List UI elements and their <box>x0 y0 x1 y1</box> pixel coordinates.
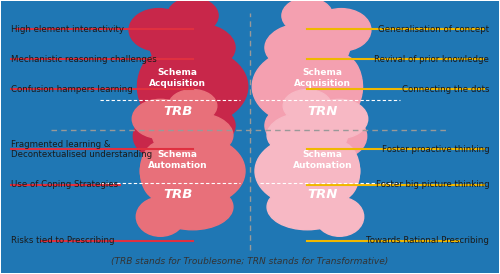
Ellipse shape <box>282 0 333 33</box>
Text: Schema
Automation: Schema Automation <box>148 150 208 170</box>
Bar <box>250 1 500 273</box>
Ellipse shape <box>140 135 245 207</box>
Text: High element interactivity: High element interactivity <box>10 25 124 34</box>
Bar <box>250 1 500 273</box>
Bar <box>0 1 250 273</box>
Ellipse shape <box>316 115 366 158</box>
Ellipse shape <box>267 184 347 230</box>
Text: Confusion hampers learning: Confusion hampers learning <box>10 85 132 94</box>
Ellipse shape <box>255 135 360 207</box>
Bar <box>0 1 250 273</box>
Ellipse shape <box>129 8 188 51</box>
Bar <box>250 1 500 273</box>
Ellipse shape <box>252 48 362 125</box>
Bar <box>250 1 500 273</box>
Ellipse shape <box>132 99 188 138</box>
Ellipse shape <box>265 101 349 150</box>
Text: Towards Rational Prescribing: Towards Rational Prescribing <box>366 236 490 245</box>
Ellipse shape <box>134 115 184 158</box>
Ellipse shape <box>138 48 248 125</box>
Text: (TRB stands for Troublesome; TRN stands for Transformative): (TRB stands for Troublesome; TRN stands … <box>112 258 388 267</box>
Text: Generalisation of concept: Generalisation of concept <box>378 25 490 34</box>
Ellipse shape <box>136 197 184 236</box>
Ellipse shape <box>320 55 362 118</box>
Ellipse shape <box>150 23 235 72</box>
Text: TRN: TRN <box>307 105 338 118</box>
Ellipse shape <box>168 90 217 122</box>
Text: TRN: TRN <box>307 188 338 201</box>
Bar <box>250 1 500 273</box>
Bar <box>0 1 250 273</box>
Bar <box>250 1 500 273</box>
Ellipse shape <box>152 112 233 158</box>
Bar <box>0 1 250 273</box>
Text: Revival of prior knowledge: Revival of prior knowledge <box>374 55 490 64</box>
Bar <box>0 1 250 273</box>
Ellipse shape <box>167 0 218 33</box>
Bar <box>0 1 250 273</box>
Bar <box>250 1 500 273</box>
Bar <box>250 1 500 273</box>
Bar <box>0 1 250 273</box>
Bar <box>0 1 250 273</box>
Ellipse shape <box>312 99 368 138</box>
Bar <box>250 1 500 273</box>
Text: Foster proactive thinking: Foster proactive thinking <box>382 145 490 154</box>
Ellipse shape <box>320 142 360 200</box>
Text: Mechanistic reasoning challenges: Mechanistic reasoning challenges <box>10 55 156 64</box>
Text: Risks tied to Prescribing: Risks tied to Prescribing <box>10 236 114 245</box>
Text: Fragmented learning &
Decontextualised understanding: Fragmented learning & Decontextualised u… <box>10 139 152 159</box>
Ellipse shape <box>152 184 233 230</box>
Ellipse shape <box>140 142 180 200</box>
Bar <box>250 1 500 273</box>
Text: Foster big picture thinking: Foster big picture thinking <box>376 180 490 189</box>
Text: Schema
Acquisition: Schema Acquisition <box>294 68 351 89</box>
Text: Schema
Acquisition: Schema Acquisition <box>149 68 206 89</box>
Bar <box>250 1 500 273</box>
Ellipse shape <box>265 23 349 72</box>
Ellipse shape <box>316 197 364 236</box>
Ellipse shape <box>150 101 235 150</box>
Bar <box>250 1 500 273</box>
Bar <box>0 1 250 273</box>
Bar <box>250 1 500 273</box>
Bar <box>0 1 250 273</box>
Ellipse shape <box>267 112 347 158</box>
Text: TRB: TRB <box>163 188 192 201</box>
Bar <box>250 1 500 273</box>
Ellipse shape <box>138 55 180 118</box>
Ellipse shape <box>283 90 332 122</box>
Bar <box>0 1 250 273</box>
Bar <box>0 1 250 273</box>
Text: Schema
Automation: Schema Automation <box>292 150 352 170</box>
Text: Connecting the dots: Connecting the dots <box>402 85 490 94</box>
Text: TRB: TRB <box>163 105 192 118</box>
Bar <box>0 1 250 273</box>
Bar <box>0 1 250 273</box>
Ellipse shape <box>312 8 371 51</box>
Text: Use of Coping Strategies: Use of Coping Strategies <box>10 180 118 189</box>
